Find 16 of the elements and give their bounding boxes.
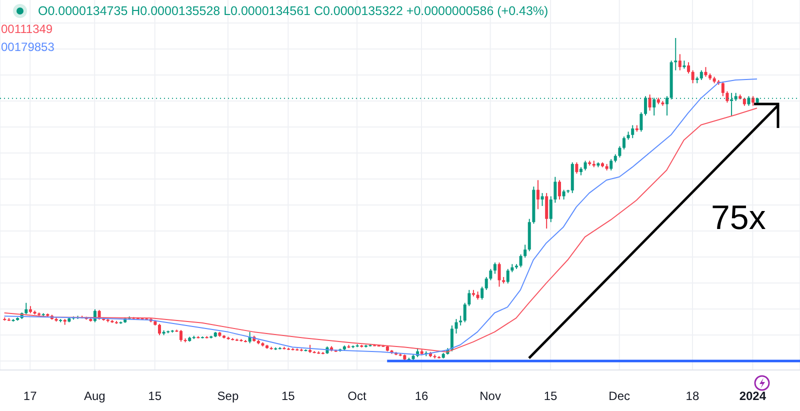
x-tick-label: 17: [23, 389, 38, 403]
x-tick-label: 15: [148, 389, 162, 403]
x-tick-label: 18: [686, 389, 700, 403]
annotation: 75x: [711, 198, 766, 239]
x-tick-label: 15: [544, 389, 558, 403]
x-tick-label: 15: [281, 389, 296, 403]
x-tick-label: Nov: [480, 389, 501, 403]
x-tick-label: Aug: [84, 389, 106, 403]
annotation: 00179853: [1, 40, 54, 54]
text: O0.0000134735 H0.0000135528 L0.0000134561 C0.0000135322 +0.0000000586 (+0.43%): [38, 4, 548, 19]
x-tick-label: Sep: [217, 389, 239, 403]
x-tick-label: Dec: [608, 389, 630, 403]
x-tick-label: 16: [414, 389, 428, 403]
text: 00111349: [1, 22, 53, 36]
x-tick-label: Oct: [348, 389, 367, 403]
x-tick-label: 2024: [739, 389, 766, 403]
